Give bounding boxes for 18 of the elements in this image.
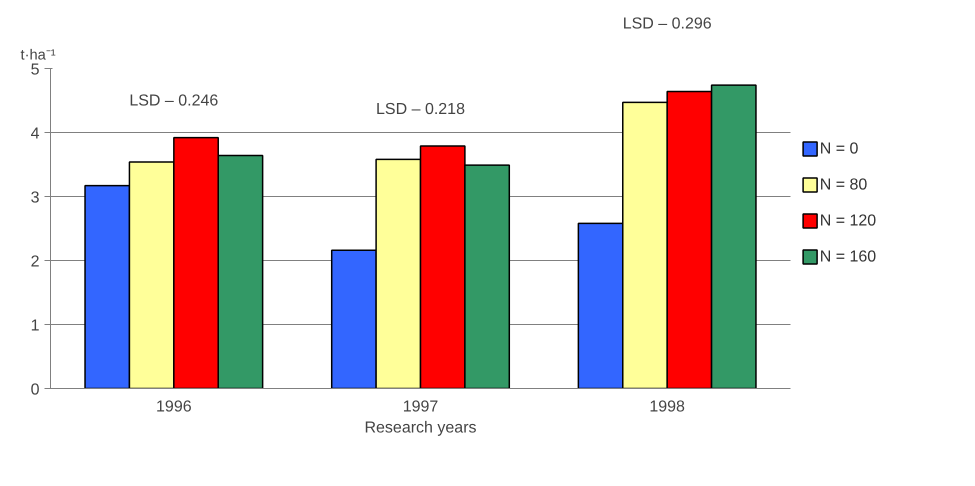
x-tick-label: 1998 xyxy=(649,398,686,416)
text: LSD – 0.296 xyxy=(622,16,712,32)
x-tick-label: 1996 xyxy=(156,398,192,416)
y-tick-label: 3 xyxy=(30,190,40,206)
legend-label: N = 0 xyxy=(820,140,858,158)
y-tick-label: 0 xyxy=(30,382,40,398)
legend-label: N = 160 xyxy=(820,248,876,266)
x-tick-label: 1997 xyxy=(402,398,438,416)
x-axis-title: Research years xyxy=(364,420,477,436)
y-tick-label: 4 xyxy=(30,126,40,142)
annotation: LSD – 0.246 xyxy=(129,92,218,110)
y-tick-label: 5 xyxy=(30,62,40,78)
y-axis-title: t·ha⁻¹ xyxy=(20,48,56,64)
y-tick-label: 2 xyxy=(30,254,40,270)
y-tick-label: 1 xyxy=(30,318,40,334)
legend-label: N = 120 xyxy=(820,212,876,230)
annotation: LSD – 0.218 xyxy=(376,100,466,118)
legend-label: N = 80 xyxy=(820,176,868,194)
